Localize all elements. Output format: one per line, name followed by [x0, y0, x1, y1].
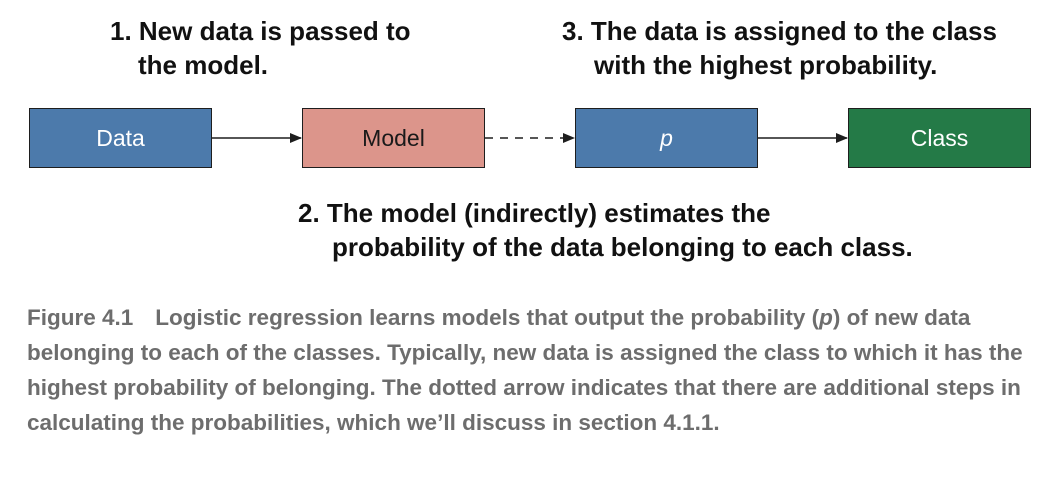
step-2-line-1: 2. The model (indirectly) estimates the [298, 198, 771, 228]
step-1-line-2: the model. [138, 50, 269, 80]
data-node-label: Data [96, 124, 145, 151]
caption-text-part-2: ) of new data belonging to each of the c… [27, 305, 1023, 435]
step-1-line-1: 1. New data is passed to [110, 16, 411, 46]
figure-label: Figure 4.1 [27, 305, 134, 330]
caption-p-symbol: p [819, 305, 833, 330]
class-node: Class [848, 108, 1031, 168]
model-node: Model [302, 108, 485, 168]
model-node-label: Model [362, 124, 425, 151]
step-2-line-2: probability of the data belonging to eac… [332, 232, 913, 262]
probability-node: p [575, 108, 758, 168]
step-3-annotation: 3. The data is assigned to the class wit… [562, 14, 997, 82]
step-1-annotation: 1. New data is passed to the model. [110, 14, 411, 82]
caption-text-part-1: Logistic regression learns models that o… [155, 305, 820, 330]
step-3-line-1: 3. The data is assigned to the class [562, 16, 997, 46]
data-node: Data [29, 108, 212, 168]
step-2-annotation: 2. The model (indirectly) estimates the … [298, 196, 913, 264]
step-3-line-2: with the highest probability. [594, 50, 938, 80]
class-node-label: Class [910, 124, 969, 151]
figure-caption: Figure 4.1 Logistic regression learns mod… [27, 300, 1032, 440]
probability-node-label: p [660, 124, 673, 151]
